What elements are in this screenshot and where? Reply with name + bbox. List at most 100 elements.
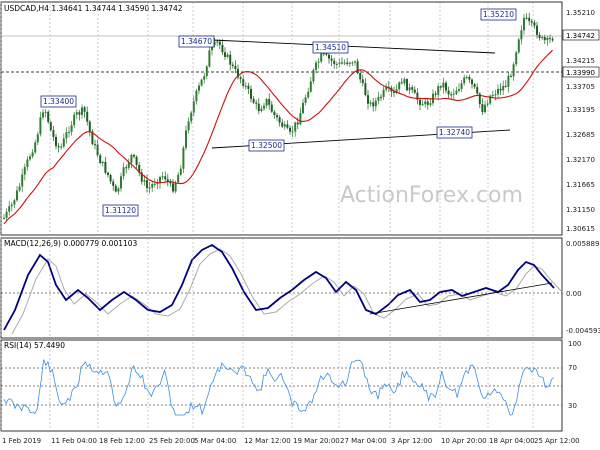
macd-tick: 0.005889 (566, 240, 599, 248)
price-tick: 1.30615 (566, 225, 595, 233)
candle-body (307, 91, 310, 98)
candle-body (434, 93, 437, 95)
candle-body (148, 187, 151, 189)
upper-trendline[interactable] (211, 39, 496, 54)
annotation-box: 1.34510 (312, 41, 349, 54)
candle-body (250, 88, 252, 99)
candle-body (473, 84, 476, 88)
candle-body (127, 162, 130, 168)
candle-body (502, 85, 505, 91)
candle-body (16, 190, 18, 201)
candle-body (317, 61, 320, 63)
candle-body (476, 87, 479, 94)
candle-body (304, 97, 307, 103)
candle-body (203, 76, 206, 80)
candle-body (99, 155, 102, 164)
candle-body (3, 217, 5, 219)
rsi-tick: 70 (568, 364, 577, 372)
candle-body (107, 172, 109, 175)
candle-body (5, 211, 8, 218)
candle-body (523, 17, 525, 31)
price-panel[interactable] (0, 1, 563, 236)
annotation-box: 1.35210 (480, 8, 517, 21)
macd-line (3, 243, 555, 331)
candle-body (478, 93, 481, 105)
x-gridlines (0, 2, 534, 431)
x-axis-label: 18 Apr 04:00 (489, 437, 535, 445)
candle-body (359, 73, 362, 80)
candle-body (289, 127, 291, 132)
macd-tick: -0.004593 (566, 327, 600, 335)
rsi-y-axis: 100 70 30 (568, 340, 581, 410)
candle-body (239, 77, 242, 79)
candle-body (286, 124, 289, 128)
candle-body (541, 37, 544, 39)
candle-body (156, 183, 159, 185)
candle-body (218, 41, 221, 45)
candle-body (468, 76, 471, 80)
candle-body (263, 105, 265, 109)
candle-body (419, 99, 421, 105)
watermark: ActionForex.com (340, 183, 523, 208)
candle-body (190, 112, 193, 122)
candle-body (133, 155, 135, 157)
candle-body (416, 92, 419, 100)
rsi-line (3, 359, 555, 416)
candle-body (450, 94, 453, 96)
candle-body (112, 181, 115, 186)
price-header: USDCAD,H4 1.34641 1.34744 1.34590 1.3474… (4, 4, 183, 13)
candle-body (367, 95, 369, 104)
candle-body (320, 53, 323, 62)
candle-body (499, 88, 502, 91)
candle-body (406, 79, 408, 91)
x-axis-label: 19 Mar 20:00 (293, 437, 340, 445)
candle-body (68, 131, 70, 133)
candle-body (120, 176, 122, 189)
candle-body (70, 125, 73, 132)
rsi-tick: 30 (568, 402, 577, 410)
candle-body (229, 54, 232, 65)
macd-header: MACD(12,26,9) 0.000779 0.001103 (4, 239, 138, 248)
svg-text:1.31120: 1.31120 (105, 206, 136, 215)
candle-body (226, 54, 229, 57)
x-axis-label: 10 Apr 20:00 (441, 437, 487, 445)
candle-body (273, 111, 276, 116)
candle-body (23, 166, 26, 175)
candle-body (200, 79, 203, 86)
candle-body (455, 90, 458, 94)
candle-body (65, 132, 68, 139)
candle-body (504, 85, 507, 87)
candle-body (161, 176, 164, 178)
candle-body (299, 113, 302, 125)
candle-body (372, 102, 375, 107)
candle-body (452, 93, 455, 95)
rsi-tick: 100 (568, 340, 581, 348)
macd-trendline[interactable] (369, 282, 553, 315)
candle-body (330, 58, 333, 61)
candle-body (294, 122, 297, 132)
candle-body (517, 39, 520, 53)
macd-panel[interactable] (0, 237, 563, 339)
candle-body (52, 130, 55, 137)
candle-body (179, 168, 182, 175)
candle-body (411, 87, 414, 90)
candle-body (270, 104, 273, 112)
svg-text:1.32500: 1.32500 (251, 141, 282, 150)
candle-body (166, 179, 169, 182)
candle-body (351, 62, 354, 64)
rsi-panel[interactable] (0, 339, 563, 432)
candle-body (302, 102, 304, 114)
candle-body (211, 45, 213, 51)
candle-body (338, 62, 341, 64)
candle-body (515, 52, 518, 65)
candle-body (426, 101, 429, 105)
candle-body (187, 121, 190, 131)
rsi-header: RSI(14) 57.4490 (4, 341, 65, 350)
candle-body (21, 174, 24, 187)
candle-body (192, 101, 195, 113)
candle-body (244, 85, 247, 87)
candle-body (164, 176, 167, 180)
candle-body (208, 50, 211, 67)
candle-body (237, 69, 239, 78)
